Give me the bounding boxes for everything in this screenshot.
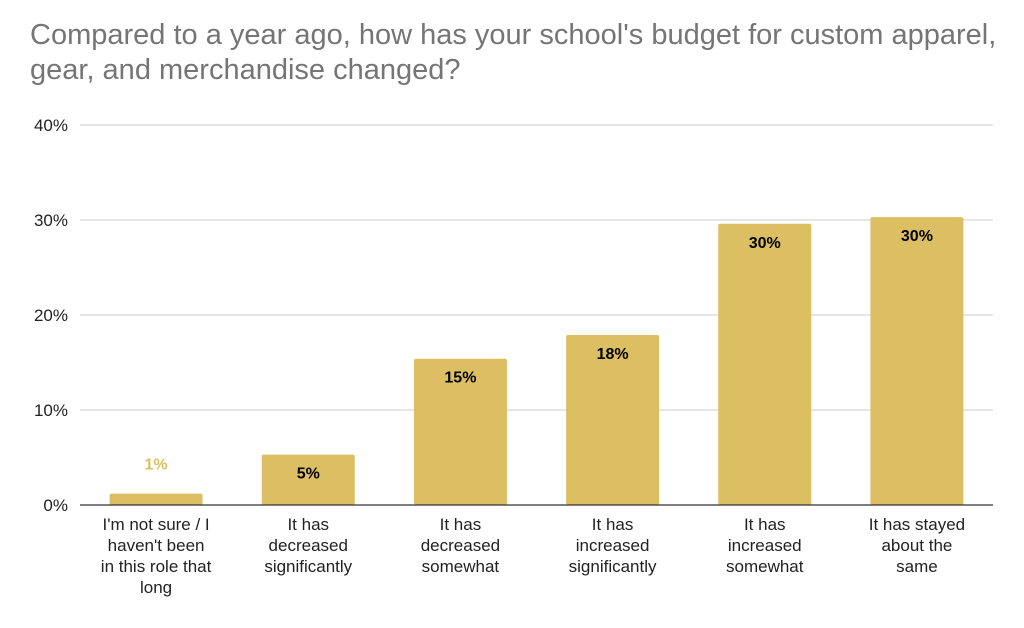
x-category-label-line: It has <box>744 515 786 534</box>
x-category-label: It has decreased somewhat <box>421 515 500 576</box>
x-category-label-line: about the <box>881 536 952 555</box>
x-category-label-line: same <box>896 557 938 576</box>
y-tick-label: 10% <box>34 401 68 420</box>
x-category-label-line: increased <box>576 536 650 555</box>
x-category-label-line: decreased <box>269 536 348 555</box>
bar <box>413 358 507 505</box>
x-category-label-line: It has <box>592 515 634 534</box>
x-category-label-line: decreased <box>421 536 500 555</box>
chart-title: Compared to a year ago, how has your sch… <box>30 19 997 86</box>
x-category-label-line: I'm not sure / I <box>102 515 209 534</box>
data-label: 5% <box>297 466 320 483</box>
x-category-label-line: It has <box>287 515 329 534</box>
x-category-label-line: in this role that <box>101 557 212 576</box>
x-category-label-line: long <box>140 578 172 597</box>
bar <box>566 334 660 505</box>
x-category-label-line: haven't been <box>108 536 205 555</box>
bar <box>261 454 355 505</box>
x-category-label: It has decreased significantly <box>264 515 352 576</box>
bar <box>109 493 203 505</box>
x-category-label: It has increased somewhat <box>726 515 804 576</box>
x-category-label-line: somewhat <box>726 557 804 576</box>
data-label: 1% <box>145 457 168 474</box>
bar <box>718 223 812 506</box>
x-category-label: It has stayed about the same <box>869 515 965 576</box>
x-category-label: I'm not sure / I haven't been in this role… <box>101 515 212 597</box>
x-category-label-line: somewhat <box>422 557 500 576</box>
x-category-label-line: increased <box>728 536 802 555</box>
data-label: 30% <box>901 228 933 245</box>
y-tick-label: 20% <box>34 306 68 325</box>
x-category-label-line: It has stayed <box>869 515 965 534</box>
x-category-label-line: significantly <box>264 557 352 576</box>
x-category-label-line: It has <box>440 515 482 534</box>
x-category-label-line: significantly <box>569 557 657 576</box>
y-tick-label: 30% <box>34 211 68 230</box>
data-label: 18% <box>597 346 629 363</box>
bar <box>870 217 964 505</box>
x-category-label: It has increased significantly <box>569 515 657 576</box>
data-label: 30% <box>749 235 781 252</box>
data-label: 15% <box>444 370 476 387</box>
y-tick-label: 40% <box>34 116 68 135</box>
y-tick-label: 0% <box>43 496 68 515</box>
